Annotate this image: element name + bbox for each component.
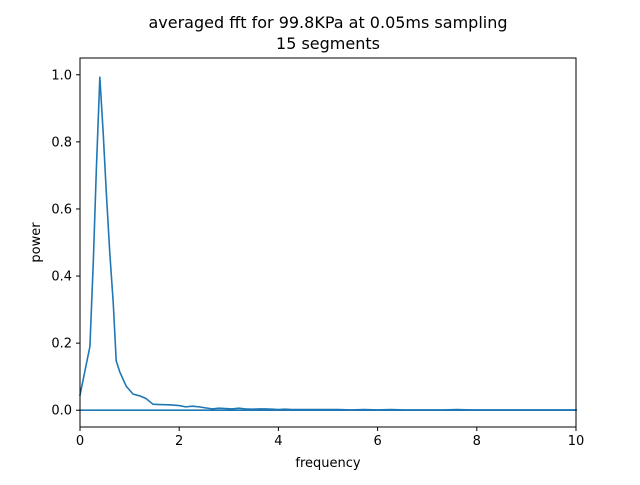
y-tick-label: 0.8 xyxy=(51,135,72,150)
x-tick-label: 10 xyxy=(568,434,585,449)
plot-area xyxy=(79,76,577,412)
x-tick-label: 8 xyxy=(473,434,481,449)
y-tick-label: 1.0 xyxy=(51,68,72,83)
chart-subtitle: 15 segments xyxy=(276,34,380,53)
y-tick-label: 0.2 xyxy=(51,337,72,352)
y-tick-label: 0.4 xyxy=(51,270,72,285)
y-axis-label: power xyxy=(29,222,44,263)
axis-ticks: 0 2 4 6 8 10 0.0 0.2 0.4 0.6 0.8 1.0 xyxy=(51,68,584,449)
x-axis-label: frequency xyxy=(295,456,361,471)
x-tick-label: 2 xyxy=(175,434,183,449)
x-tick-label: 6 xyxy=(373,434,381,449)
y-tick-label: 0.6 xyxy=(51,202,72,217)
axes-frame xyxy=(79,57,577,428)
chart-title: averaged fft for 99.8KPa at 0.05ms sampl… xyxy=(148,13,507,32)
x-tick-label: 0 xyxy=(76,434,84,449)
y-tick-label: 0.0 xyxy=(51,404,72,419)
x-tick-label: 4 xyxy=(274,434,282,449)
